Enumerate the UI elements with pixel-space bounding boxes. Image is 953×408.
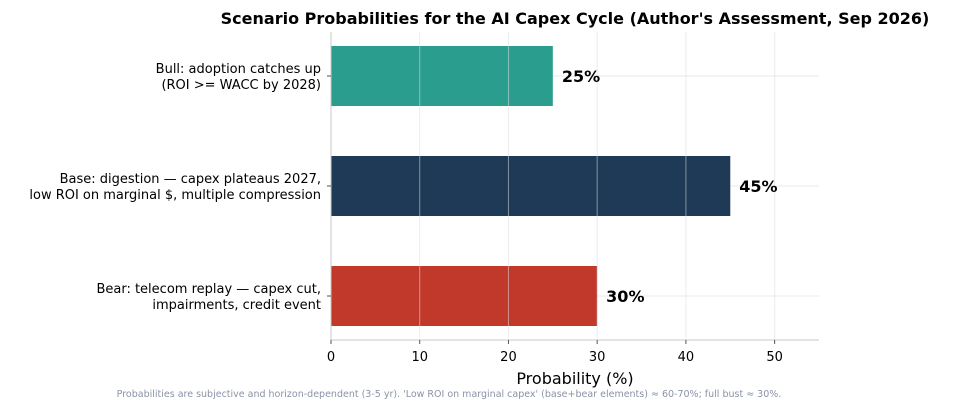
chart-title: Scenario Probabilities for the AI Capex …: [221, 9, 930, 28]
labels: 0 10 20 30 40 50 Bull: adoption catches up(ROI…: [29, 62, 783, 365]
category-label-0-line-1: (ROI >= WACC by 2028): [161, 78, 321, 93]
value-label-1: 45%: [739, 177, 777, 196]
value-label-2: 30%: [606, 287, 644, 306]
chart-footnote: Probabilities are subjective and horizon…: [117, 389, 782, 400]
category-label-2-line-0: Bear: telecom replay — capex cut,: [96, 282, 321, 297]
bar-0: [331, 46, 553, 106]
bar-overlay-gridlines: [419, 32, 776, 340]
x-tick-label-5: 50: [766, 350, 783, 365]
category-label-1-line-1: low ROI on marginal $, multiple compress…: [29, 188, 321, 203]
bar-2: [331, 266, 598, 326]
axes: [327, 32, 819, 344]
x-tick-label-3: 30: [589, 350, 606, 365]
x-tick-label-1: 10: [411, 350, 428, 365]
bars: [331, 46, 731, 326]
bar-1: [331, 156, 731, 216]
x-tick-label-4: 40: [678, 350, 695, 365]
x-tick-label-0: 0: [327, 350, 335, 365]
value-label-0: 25%: [562, 67, 600, 86]
x-axis-label: Probability (%): [516, 369, 633, 388]
category-label-1-line-0: Base: digestion — capex plateaus 2027,: [60, 172, 321, 187]
category-label-2-line-1: impairments, credit event: [152, 298, 321, 313]
x-tick-label-2: 20: [500, 350, 517, 365]
category-label-0-line-0: Bull: adoption catches up: [156, 62, 321, 77]
